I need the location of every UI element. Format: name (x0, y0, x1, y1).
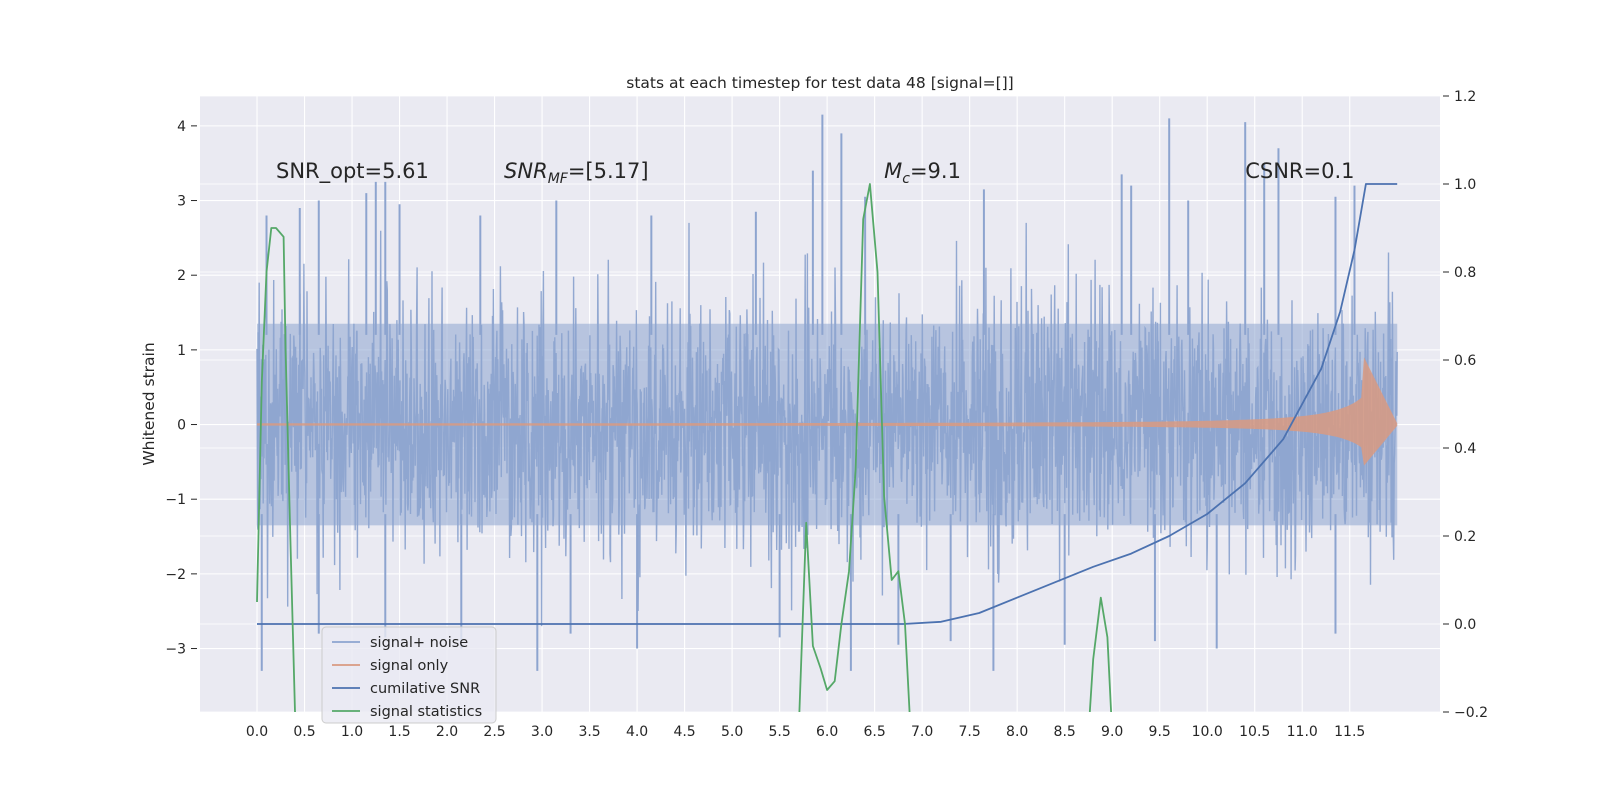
x-tick-label: 0.5 (293, 724, 315, 740)
x-tick-label: 1.5 (388, 724, 410, 740)
x-tick-label: 1.0 (341, 724, 363, 740)
y2-axis-ticks: −0.2 0.0 0.2 0.4 0.6 0.8 1.0 1.2 (1443, 89, 1488, 721)
x-tick-label: 3.5 (578, 724, 600, 740)
y2-tick-label: −0.2 (1454, 705, 1488, 721)
y2-tick-label: 0.8 (1454, 265, 1476, 281)
y-tick-label: 0 (177, 418, 186, 434)
y2-tick-label: 1.0 (1454, 177, 1476, 193)
x-tick-label: 8.5 (1054, 724, 1076, 740)
y2-tick-label: 0.4 (1454, 441, 1476, 457)
y-tick-label: 1 (177, 343, 186, 359)
x-tick-label: 7.0 (911, 724, 933, 740)
chart-title: stats at each timestep for test data 48 … (626, 74, 1013, 92)
y-tick-label: −2 (165, 567, 186, 583)
y-tick-label: −3 (165, 642, 186, 658)
y-tick-label: 2 (177, 268, 186, 284)
y2-tick-label: 0.2 (1454, 529, 1476, 545)
legend-box (321, 626, 497, 724)
x-tick-label: 5.0 (721, 724, 743, 740)
x-tick-label: 6.0 (816, 724, 838, 740)
legend: signal+ noise signal only cumilative SNR si… (321, 626, 497, 724)
y-axis-ticks: −3 −2 −1 0 1 2 3 4 (165, 119, 197, 658)
x-tick-label: 4.0 (626, 724, 648, 740)
y-tick-label: −1 (165, 492, 186, 508)
y2-tick-label: 0.6 (1454, 353, 1476, 369)
x-tick-label: 2.0 (436, 724, 458, 740)
x-tick-label: 7.5 (959, 724, 981, 740)
annotation-snr-mf: SNRMF=[5.17] (504, 159, 649, 187)
right-axis-series-layer (256, 183, 1398, 712)
x-tick-label: 0.0 (246, 724, 268, 740)
x-tick-label: 11.5 (1334, 724, 1365, 740)
legend-label: signal only (370, 658, 449, 674)
annotation-mc: Mc=9.1 (884, 159, 961, 187)
x-tick-label: 10.0 (1192, 724, 1223, 740)
y-tick-label: 4 (177, 119, 186, 135)
y2-tick-label: 0.0 (1454, 617, 1476, 633)
x-tick-label: 3.0 (531, 724, 553, 740)
annotations: SNR_opt=5.61 SNRMF=[5.17] Mc=9.1 CSNR=0.1 (276, 159, 1354, 187)
x-tick-label: 8.0 (1006, 724, 1028, 740)
x-tick-label: 9.5 (1149, 724, 1171, 740)
x-tick-label: 9.0 (1101, 724, 1123, 740)
x-tick-label: 11.0 (1287, 724, 1318, 740)
x-tick-label: 2.5 (483, 724, 505, 740)
y2-tick-label: 1.2 (1454, 89, 1476, 105)
x-axis-ticks: 0.0 0.5 1.0 1.5 2.0 2.5 3.0 3.5 4.0 4.5 5.0 5.5 6.0 6… (246, 724, 1365, 740)
legend-label: signal+ noise (370, 635, 468, 651)
series-signal-statistics-line (256, 183, 1113, 712)
x-tick-label: 6.5 (864, 724, 886, 740)
annotation-snr-opt: SNR_opt=5.61 (276, 159, 429, 184)
y-tick-label: 3 (177, 194, 186, 210)
x-tick-label: 4.5 (673, 724, 695, 740)
x-tick-label: 10.5 (1239, 724, 1270, 740)
x-tick-label: 5.5 (768, 724, 790, 740)
series-cumilative-snr-line (257, 183, 1398, 625)
y-axis-label: Whitened strain (140, 342, 158, 465)
annotation-csnr: CSNR=0.1 (1245, 159, 1354, 183)
legend-label: signal statistics (370, 704, 482, 720)
legend-label: cumilative SNR (370, 681, 480, 697)
